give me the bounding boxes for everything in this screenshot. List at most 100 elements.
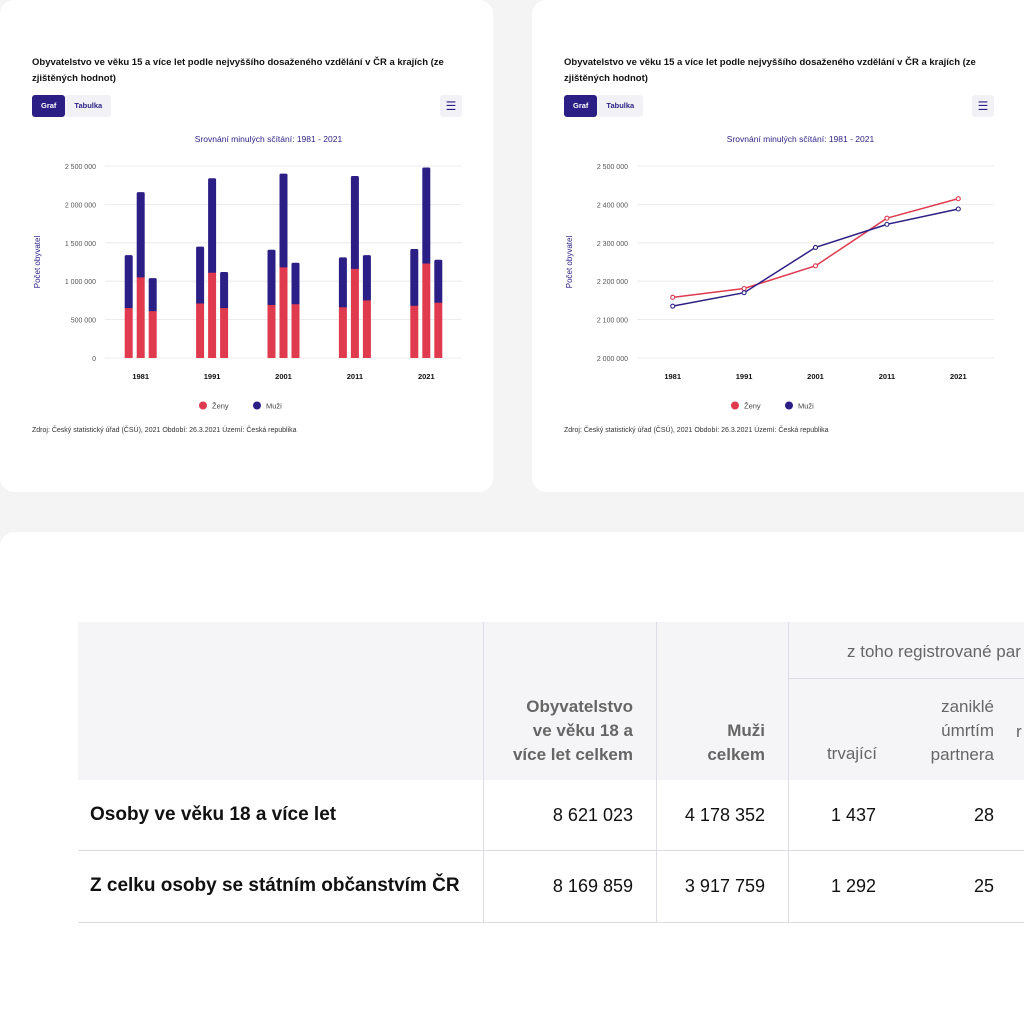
header-line: celkem — [707, 745, 765, 764]
y-tick-label: 0 — [92, 356, 96, 363]
bar-muzi — [148, 278, 157, 313]
bar-muzi — [136, 192, 145, 279]
data-table-card: z toho registrované par Obyvatelstvo ve … — [0, 532, 1024, 1024]
header-line: partnera — [930, 745, 994, 764]
tab-graf[interactable]: Graf — [564, 95, 598, 117]
hamburger-menu-icon: ☰ — [445, 99, 457, 113]
bar-zeny — [279, 267, 288, 358]
bar-muzi — [291, 262, 300, 306]
chart-card-line: Obyvatelstvo ve věku 15 a více let podle… — [532, 0, 1024, 492]
legend-label: Muži — [266, 402, 282, 411]
bar-muzi — [338, 257, 347, 309]
bar-zeny — [208, 272, 217, 358]
table-row-label: Z celku osoby se státním občanstvím ČR — [90, 875, 460, 896]
chart-title: Obyvatelstvo ve věku 15 a více let podle… — [32, 57, 444, 84]
table-cell: 28 — [973, 805, 994, 825]
y-tick-label: 2 200 000 — [597, 279, 628, 286]
legend-label: Ženy — [212, 402, 229, 411]
chart-menu-button[interactable]: ☰ — [972, 95, 994, 117]
table-cell: 1 292 — [830, 876, 876, 896]
bar-zeny — [267, 305, 276, 358]
bar-muzi — [410, 248, 419, 307]
column-divider — [656, 622, 657, 922]
table-row-label: Osoby ve věku 18 a více let — [90, 804, 337, 825]
column-header-men: Muži celkem — [660, 719, 765, 767]
x-tick-label: 1981 — [132, 372, 149, 381]
header-line: Muži — [727, 721, 765, 740]
y-axis-label: Počet obyvatel — [565, 236, 574, 289]
data-point — [670, 294, 676, 300]
y-tick-label: 2 500 000 — [65, 164, 96, 171]
x-tick-label: 1991 — [204, 372, 221, 381]
column-header-total: Obyvatelstvo ve věku 18 a více let celke… — [490, 695, 633, 767]
view-tabs: Graf Tabulka — [32, 95, 112, 117]
x-tick-label: 2011 — [347, 372, 363, 381]
x-tick-label: 2001 — [807, 372, 824, 381]
bar-zeny — [410, 305, 419, 358]
y-tick-label: 1 500 000 — [65, 241, 96, 248]
chart-subtitle: Srovnání minulých sčítání: 1981 - 2021 — [195, 134, 343, 144]
column-header-ended-death: zaniklé úmrtím partnera — [880, 695, 994, 767]
tab-tabulka[interactable]: Tabulka — [65, 95, 112, 117]
table-cell: 25 — [973, 876, 994, 896]
legend-marker — [731, 401, 739, 410]
bar-zeny — [422, 263, 431, 358]
table-cell: 4 178 352 — [684, 805, 765, 825]
bar-muzi — [362, 255, 371, 302]
bar-zeny — [124, 308, 133, 358]
header-line: ve věku 18 a — [532, 721, 633, 740]
data-point — [741, 285, 747, 292]
header-line: úmrtím — [941, 721, 994, 740]
header-line: zaniklé — [941, 697, 994, 716]
table-header — [78, 622, 1024, 780]
y-tick-label: 2 000 000 — [65, 202, 96, 209]
data-point — [955, 206, 961, 212]
y-tick-label: 1 000 000 — [65, 279, 96, 286]
column-divider — [483, 622, 484, 922]
hamburger-menu-icon: ☰ — [977, 99, 989, 113]
bar-muzi — [434, 259, 443, 304]
bar-muzi — [196, 246, 205, 305]
bar-zeny — [148, 311, 157, 358]
data-point — [884, 215, 890, 221]
chart-source: Zdroj: Český statistický úřad (ČSÚ), 202… — [564, 427, 829, 434]
tab-graf[interactable]: Graf — [32, 95, 66, 117]
y-tick-label: 2 500 000 — [597, 164, 628, 171]
chart-title: Obyvatelstvo ve věku 15 a více let podle… — [564, 57, 976, 84]
column-header-cut: r — [1016, 722, 1022, 741]
x-tick-label: 1981 — [664, 372, 681, 381]
column-header-ongoing: trvající — [826, 744, 877, 763]
data-point — [955, 196, 961, 202]
chart-menu-button[interactable]: ☰ — [440, 95, 462, 117]
row-divider — [78, 922, 1024, 923]
x-tick-label: 2001 — [275, 372, 292, 381]
data-point — [884, 221, 890, 227]
tab-tabulka[interactable]: Tabulka — [597, 95, 644, 117]
chart-card-bar: Obyvatelstvo ve věku 15 a více let podle… — [0, 0, 493, 492]
bar-zeny — [350, 268, 359, 358]
bar-zeny — [136, 277, 145, 358]
x-tick-label: 2021 — [950, 372, 967, 381]
y-tick-label: 2 400 000 — [597, 202, 628, 209]
data-point — [812, 263, 819, 269]
y-tick-label: 2 100 000 — [597, 318, 628, 325]
bar-zeny — [291, 304, 300, 358]
bar-muzi — [279, 173, 288, 269]
y-tick-label: 500 000 — [71, 318, 96, 325]
bar-muzi — [267, 249, 276, 307]
bar-muzi — [422, 167, 431, 265]
bar-zeny — [362, 300, 371, 358]
legend-marker — [785, 401, 793, 410]
bar-zeny — [220, 308, 229, 358]
legend-label: Ženy — [744, 402, 761, 411]
data-point — [741, 290, 747, 296]
row-divider — [78, 850, 1024, 851]
x-tick-label: 2021 — [418, 372, 435, 381]
table-cell: 8 169 859 — [552, 876, 633, 896]
y-tick-label: 2 300 000 — [597, 241, 628, 248]
chart-source: Zdroj: Český statistický úřad (ČSÚ), 202… — [32, 427, 297, 434]
header-line: Obyvatelstvo — [526, 697, 633, 716]
table-cell: 1 437 — [830, 805, 876, 825]
column-divider — [788, 622, 789, 922]
bar-muzi — [124, 255, 133, 310]
